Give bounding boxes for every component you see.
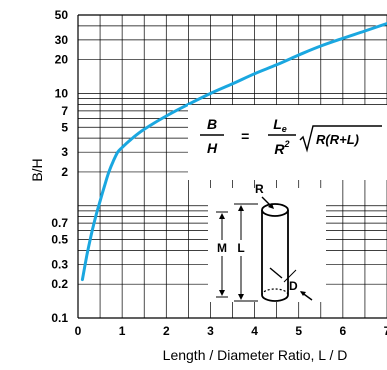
x-tick-label: 6 <box>340 324 347 338</box>
y-tick-label: 5 <box>61 120 68 134</box>
formula-box: B H = Le R2 R(R+L) <box>188 105 387 180</box>
formula-b: B <box>207 116 217 132</box>
radius-label: R <box>255 182 264 196</box>
x-tick-label: 1 <box>119 324 126 338</box>
formula-le: Le <box>273 116 287 134</box>
x-tick-label: 4 <box>251 324 258 338</box>
y-tick-label: 7 <box>61 104 68 118</box>
x-tick-label: 5 <box>295 324 302 338</box>
y-axis-label: B/H <box>29 158 45 181</box>
y-tick-label: 50 <box>55 8 69 22</box>
y-tick-label: 10 <box>55 86 69 100</box>
formula-h: H <box>207 140 218 156</box>
x-tick-labels: 0 1 2 3 4 5 6 7 <box>75 324 387 338</box>
formula-sqrt-sign <box>299 125 382 153</box>
x-tick-label: 7 <box>384 324 387 338</box>
magnetic-length-label: M <box>217 241 227 255</box>
y-tick-label: 0.5 <box>51 233 68 247</box>
y-tick-labels: 0.1 0.2 0.3 0.5 0.7 2 3 5 7 10 20 30 50 <box>51 8 68 325</box>
formula-r2: R2 <box>274 139 289 157</box>
curve-layer <box>80 22 387 282</box>
y-tick-label: 30 <box>55 33 69 47</box>
x-tick-label: 3 <box>207 324 214 338</box>
x-axis-label: Length / Diameter Ratio, L / D <box>163 347 348 363</box>
y-tick-label: 0.2 <box>51 277 68 291</box>
y-tick-label: 3 <box>61 145 68 159</box>
formula-le-sub: e <box>282 124 287 134</box>
formula-sqrt-body: R(R+L) <box>316 132 359 147</box>
y-tick-label: 20 <box>55 53 69 67</box>
y-tick-label: 2 <box>61 165 68 179</box>
cylinder-diagram: M L R D <box>208 182 326 302</box>
diameter-label: D <box>289 279 298 293</box>
x-tick-label: 0 <box>75 324 82 338</box>
length-label: L <box>237 241 244 255</box>
y-tick-label: 0.3 <box>51 257 68 271</box>
formula-r2-sup: 2 <box>284 139 290 149</box>
x-tick-label: 2 <box>163 324 170 338</box>
y-tick-label: 0.7 <box>51 216 68 230</box>
plot-frame <box>77 14 387 319</box>
cylinder-bottom <box>261 294 289 302</box>
cylinder-top <box>261 203 289 217</box>
formula-equals: = <box>241 128 249 144</box>
y-tick-label: 0.1 <box>51 311 68 325</box>
